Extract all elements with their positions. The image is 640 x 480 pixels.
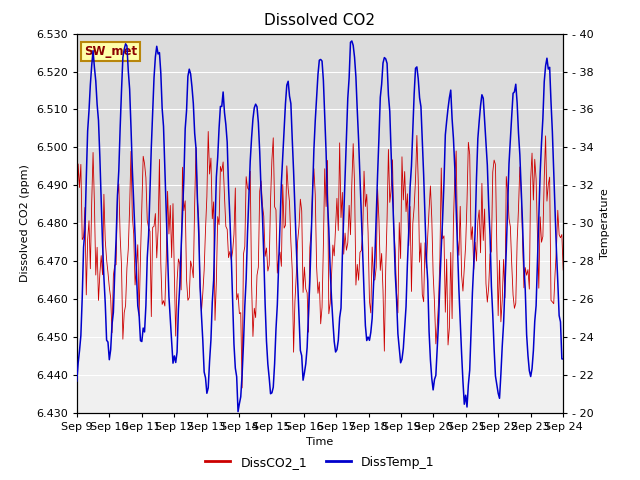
Y-axis label: Temperature: Temperature [600, 188, 609, 259]
Title: Dissolved CO2: Dissolved CO2 [264, 13, 376, 28]
X-axis label: Time: Time [307, 437, 333, 447]
Y-axis label: Dissolved CO2 (ppm): Dissolved CO2 (ppm) [20, 164, 30, 282]
Bar [77, 34, 563, 223]
Legend: DissCO2_1, DissTemp_1: DissCO2_1, DissTemp_1 [200, 451, 440, 474]
Text: SW_met: SW_met [84, 45, 137, 58]
